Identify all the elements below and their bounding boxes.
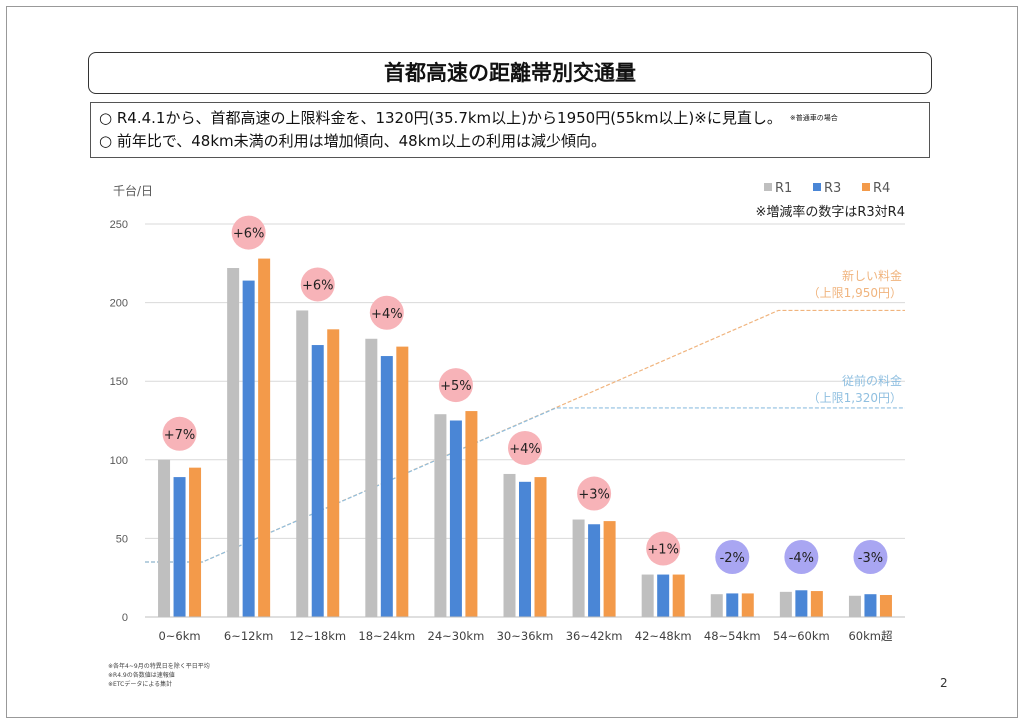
bar-R4	[534, 477, 547, 617]
change-badge	[162, 416, 197, 451]
bar-R1	[710, 594, 723, 617]
change-badge	[853, 540, 888, 574]
legend-swatch-R3	[813, 183, 821, 191]
bar-R4	[465, 411, 478, 617]
x-tick-label: 24~30km	[428, 629, 485, 643]
change-label: -2%	[720, 551, 745, 566]
bar-R1	[434, 414, 447, 617]
change-badge	[646, 531, 681, 566]
change-label: -3%	[858, 551, 883, 566]
fare-line-label: 新しい料金	[842, 268, 902, 283]
bar-R3	[657, 574, 670, 617]
change-badge	[300, 267, 335, 302]
bar-R3	[519, 481, 531, 617]
change-badge	[369, 295, 404, 330]
bar-R4	[189, 467, 202, 617]
bar-R3	[311, 345, 324, 617]
bar-R4	[258, 258, 271, 617]
bar-R1	[365, 338, 378, 617]
change-badge	[715, 540, 750, 574]
fare-line-label: （上限1,950円）	[808, 286, 902, 300]
change-label: +4%	[371, 307, 403, 322]
bar-R4	[327, 329, 340, 617]
change-label: +4%	[509, 442, 541, 457]
footnotes: ※各年4~9月の特異日を除く平日平均 ※R4.9の各数値は速報値 ※ETCデータ…	[108, 662, 210, 689]
change-label: +7%	[164, 428, 196, 443]
legend-label: R3	[824, 181, 841, 196]
y-tick-label: 0	[122, 612, 128, 624]
legend-swatch-R1	[764, 183, 772, 191]
y-tick-label: 150	[110, 376, 128, 388]
x-tick-label: 48~54km	[704, 629, 761, 643]
bar-R3	[795, 590, 808, 617]
summary-line-2: ○ 前年比で、48km未満の利用は増加傾向、48km以上の利用は減少傾向。	[99, 132, 607, 150]
change-label: +1%	[647, 543, 679, 558]
change-label: +3%	[578, 488, 610, 503]
legend-swatch-R4	[862, 183, 870, 191]
legend-label: R4	[873, 181, 890, 196]
bar-R1	[158, 459, 171, 617]
bar-R1	[572, 519, 585, 617]
x-tick-label: 12~18km	[289, 629, 346, 643]
x-tick-label: 30~36km	[497, 629, 554, 643]
footnote: ※各年4~9月の特異日を除く平日平均	[108, 663, 210, 670]
bar-R3	[449, 420, 462, 617]
legend-note: ※増減率の数字はR3対R4	[755, 204, 905, 220]
bar-R3	[380, 356, 393, 617]
bar-R1	[779, 591, 792, 617]
bar-R1	[296, 310, 309, 617]
change-badge	[231, 215, 266, 250]
footnote: ※R4.9の各数値は速報値	[108, 672, 175, 679]
page-title: 首都高速の距離帯別交通量	[88, 52, 932, 94]
fare-line-label: 従前の料金	[842, 373, 902, 388]
change-label: -4%	[789, 551, 814, 566]
change-label: +6%	[233, 227, 265, 242]
change-badge	[577, 476, 612, 511]
page-number: 2	[940, 676, 948, 690]
bar-R3	[726, 593, 739, 617]
bar-R1	[848, 595, 861, 617]
x-tick-label: 6~12km	[224, 629, 273, 643]
y-axis-label: 千台/日	[113, 183, 153, 198]
y-tick-label: 250	[110, 219, 128, 231]
y-tick-label: 200	[110, 298, 128, 310]
bar-R4	[396, 346, 409, 617]
bar-R4	[603, 521, 616, 617]
bar-R3	[173, 477, 186, 617]
bar-R4	[672, 574, 685, 617]
x-tick-label: 60km超	[848, 629, 892, 643]
bar-R1	[503, 473, 516, 617]
footnote: ※ETCデータによる集計	[108, 681, 173, 688]
bar-R4	[879, 594, 892, 617]
bar-R1	[641, 574, 654, 617]
bar-R3	[864, 594, 877, 617]
bar-R4	[741, 593, 754, 617]
legend-label: R1	[775, 181, 792, 196]
bar-R3	[242, 280, 255, 617]
y-tick-label: 50	[116, 533, 128, 545]
x-tick-label: 0~6km	[158, 629, 200, 643]
bar-R3	[588, 524, 601, 617]
x-tick-label: 36~42km	[566, 629, 623, 643]
bar-R1	[227, 268, 240, 617]
x-tick-label: 18~24km	[358, 629, 415, 643]
change-badge	[438, 368, 473, 403]
slide-frame	[6, 6, 1018, 718]
x-tick-label: 54~60km	[773, 629, 830, 643]
bar-R4	[810, 591, 823, 617]
change-label: +5%	[440, 379, 472, 394]
change-label: +6%	[302, 278, 334, 293]
y-tick-label: 100	[110, 455, 128, 467]
summary-line-1: ○ R4.4.1から、首都高速の上限料金を、1320円(35.7km以上)から1…	[99, 109, 782, 127]
summary-box: ○ R4.4.1から、首都高速の上限料金を、1320円(35.7km以上)から1…	[90, 102, 930, 158]
summary-note: ※普通車の場合	[789, 114, 838, 122]
change-badge	[508, 430, 542, 465]
x-tick-label: 42~48km	[635, 629, 692, 643]
change-badge	[784, 540, 819, 574]
fare-line-label: （上限1,320円）	[808, 391, 902, 405]
